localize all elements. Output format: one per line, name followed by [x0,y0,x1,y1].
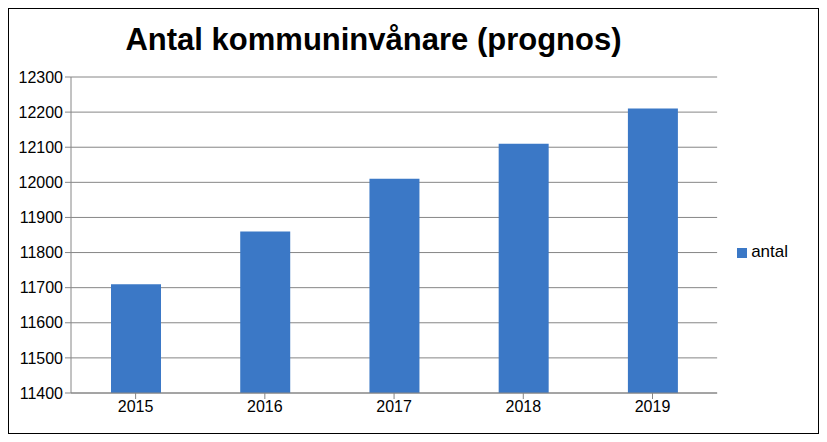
svg-text:12000: 12000 [19,174,64,191]
svg-text:2016: 2016 [247,398,283,415]
svg-text:11900: 11900 [20,209,63,226]
svg-text:2015: 2015 [118,398,154,415]
svg-text:11800: 11800 [20,244,63,261]
svg-text:2019: 2019 [635,398,671,415]
html-text:antal: antal [751,242,788,261]
svg-text:12300: 12300 [19,71,64,86]
svg-text:2018: 2018 [505,398,541,415]
svg-text:11700: 11700 [20,279,63,296]
svg-text:12100: 12100 [19,139,64,156]
svg-text:11500: 11500 [20,350,63,367]
svg-text:2017: 2017 [376,398,412,415]
html-text:Antal kommuninvånare (prognos): Antal kommuninvånare (prognos) [125,22,622,57]
svg-text:12200: 12200 [19,104,64,121]
svg-text:11400: 11400 [20,385,63,402]
svg-text:11600: 11600 [20,314,63,331]
